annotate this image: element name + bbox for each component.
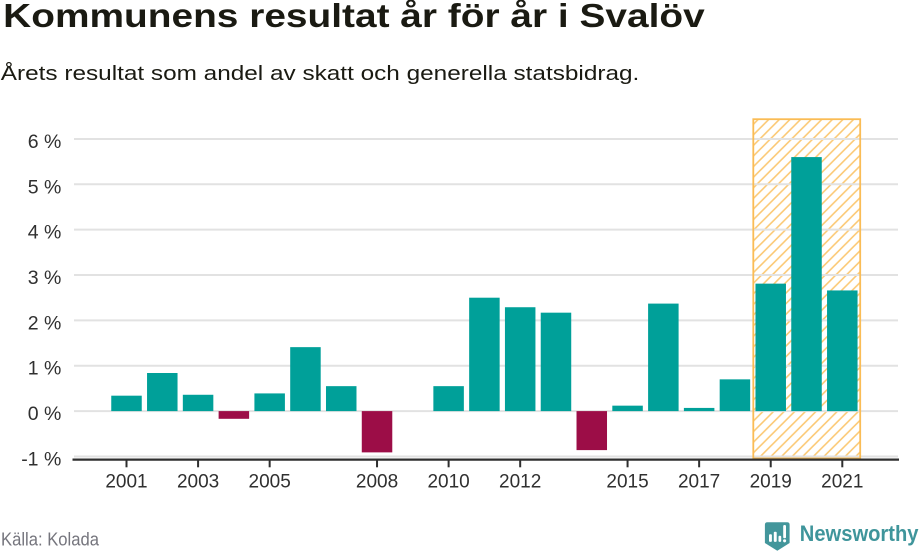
svg-text:2008: 2008 — [356, 472, 398, 493]
svg-text:Källa: Kolada: Källa: Kolada — [1, 530, 100, 550]
svg-text:2010: 2010 — [427, 472, 469, 493]
svg-text:6 %: 6 % — [28, 131, 62, 153]
svg-text:0 %: 0 % — [28, 403, 62, 425]
svg-text:2005: 2005 — [249, 472, 291, 493]
svg-text:Årets resultat som andel av sk: Årets resultat som andel av skatt och ge… — [1, 62, 640, 85]
svg-text:4 %: 4 % — [28, 222, 62, 244]
svg-text:3 %: 3 % — [28, 267, 62, 289]
svg-text:2012: 2012 — [499, 472, 541, 493]
svg-text:2001: 2001 — [105, 472, 147, 493]
svg-text:-1 %: -1 % — [21, 448, 61, 470]
svg-text:2003: 2003 — [177, 472, 219, 493]
svg-text:2015: 2015 — [606, 472, 648, 493]
svg-text:Newsworthy: Newsworthy — [800, 521, 919, 546]
svg-text:2 %: 2 % — [28, 312, 62, 334]
svg-text:2017: 2017 — [678, 472, 720, 493]
svg-text:2019: 2019 — [750, 472, 792, 493]
svg-text:1 %: 1 % — [28, 358, 62, 380]
svg-text:Kommunens resultat år för år i: Kommunens resultat år för år i Svalöv — [3, 0, 705, 34]
svg-text:5 %: 5 % — [28, 176, 62, 198]
svg-text:2021: 2021 — [821, 472, 863, 493]
